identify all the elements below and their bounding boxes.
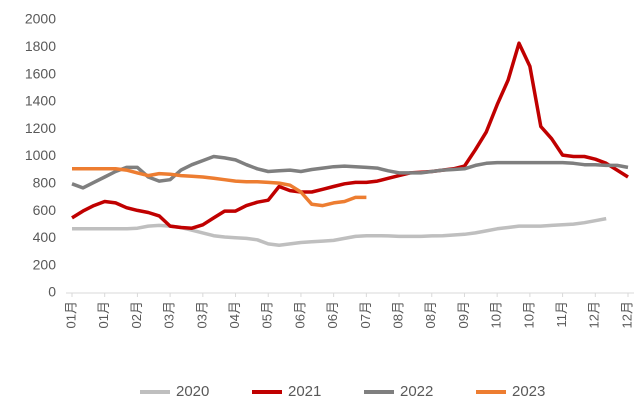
- x-tick-label: 07月: [358, 301, 373, 328]
- x-tick-label: 08月: [423, 301, 438, 328]
- x-tick-label: 08月: [390, 301, 405, 328]
- x-tick-label: 02月: [129, 301, 144, 328]
- x-tick-label: 06月: [325, 301, 340, 328]
- y-tick-label: 1000: [25, 147, 56, 163]
- x-tick-label: 06月: [292, 301, 307, 328]
- series-line: [71, 41, 629, 230]
- legend-label: 2022: [400, 383, 433, 400]
- x-tick-label: 03月: [162, 301, 177, 328]
- y-tick-label: 0: [48, 284, 56, 300]
- legend-label: 2020: [176, 383, 209, 400]
- y-tick-label: 2000: [25, 11, 56, 27]
- y-tick-label: 1400: [25, 93, 56, 109]
- x-tick-label: 09月: [456, 301, 471, 328]
- x-tick-label: 10月: [489, 301, 504, 328]
- y-tick-label: 1600: [25, 65, 56, 81]
- y-tick-label: 600: [33, 202, 57, 218]
- x-tick-label: 12月: [587, 301, 602, 328]
- x-tick-label: 01月: [63, 301, 78, 328]
- x-tick-label: 01月: [96, 301, 111, 328]
- y-tick-label: 1800: [25, 38, 56, 54]
- y-tick-label: 800: [33, 175, 57, 191]
- legend-label: 2023: [512, 383, 545, 400]
- x-tick-label: 12月: [619, 301, 634, 328]
- x-tick-label: 04月: [227, 301, 242, 328]
- legend-label: 2021: [288, 383, 321, 400]
- x-tick-label: 03月: [194, 301, 209, 328]
- x-tick-label: 11月: [554, 301, 569, 328]
- y-tick-label: 200: [33, 256, 57, 272]
- series-line: [72, 167, 367, 208]
- y-tick-label: 1200: [25, 120, 56, 136]
- series-line: [72, 216, 607, 247]
- x-tick-label: 05月: [260, 301, 275, 328]
- y-tick-label: 400: [33, 229, 57, 245]
- series-line: [71, 154, 629, 190]
- x-tick-label: 10月: [521, 301, 536, 328]
